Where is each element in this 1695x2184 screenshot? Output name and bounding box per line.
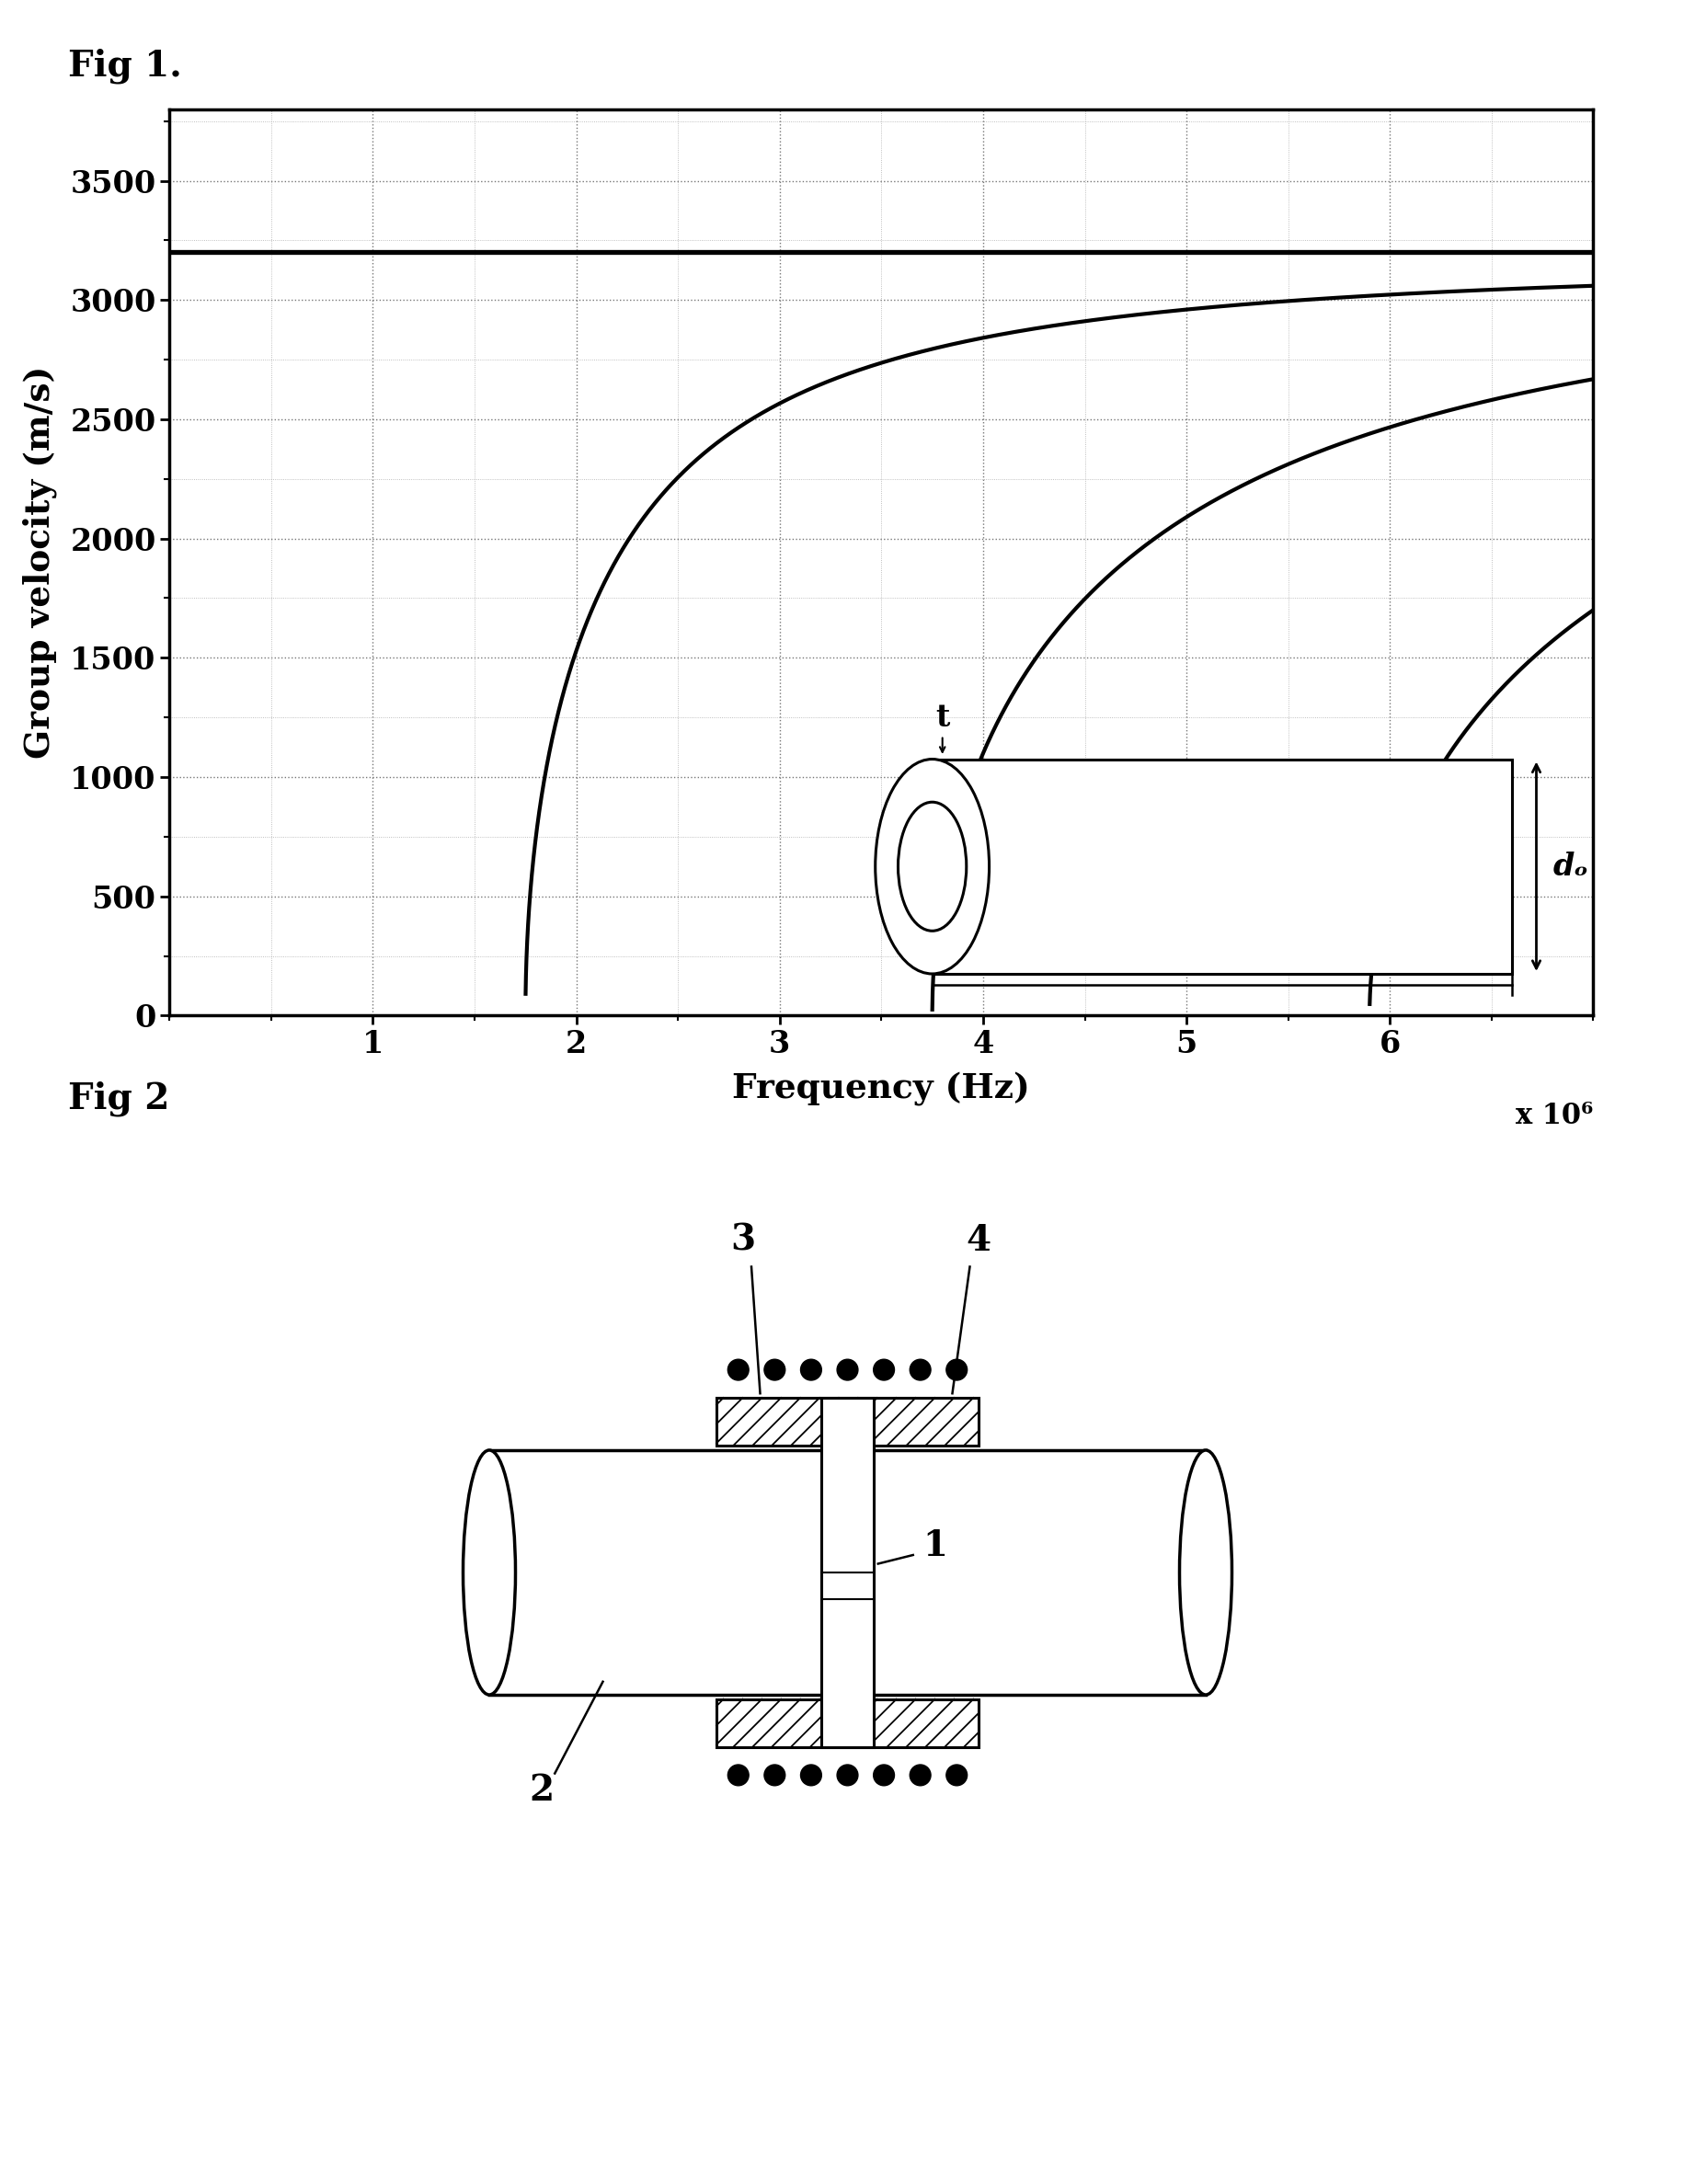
- Text: x 10⁶: x 10⁶: [1515, 1101, 1593, 1129]
- Bar: [932, 760, 1512, 974]
- Text: 4: 4: [966, 1223, 992, 1258]
- Bar: [717, 1398, 978, 1446]
- Circle shape: [727, 1358, 749, 1380]
- Ellipse shape: [875, 760, 990, 974]
- Ellipse shape: [1180, 1450, 1232, 1695]
- X-axis label: Frequency (Hz): Frequency (Hz): [732, 1072, 1031, 1105]
- Text: 2: 2: [529, 1773, 554, 1808]
- Circle shape: [764, 1358, 785, 1380]
- Text: dₒ: dₒ: [1553, 852, 1588, 882]
- Circle shape: [800, 1358, 822, 1380]
- Text: t: t: [936, 703, 949, 734]
- Circle shape: [800, 1765, 822, 1787]
- Circle shape: [910, 1765, 931, 1787]
- Circle shape: [764, 1765, 785, 1787]
- Circle shape: [837, 1358, 858, 1380]
- Y-axis label: Group velocity (m/s): Group velocity (m/s): [22, 367, 58, 758]
- Circle shape: [837, 1765, 858, 1787]
- Bar: [490, 1450, 1205, 1695]
- Text: Fig 2: Fig 2: [68, 1081, 170, 1116]
- Circle shape: [873, 1765, 895, 1787]
- Circle shape: [727, 1765, 749, 1787]
- Ellipse shape: [898, 802, 966, 930]
- Bar: [717, 1699, 978, 1747]
- Bar: [822, 1398, 873, 1747]
- Circle shape: [873, 1358, 895, 1380]
- Circle shape: [946, 1358, 968, 1380]
- Ellipse shape: [463, 1450, 515, 1695]
- Text: 1: 1: [922, 1529, 948, 1564]
- Circle shape: [946, 1765, 968, 1787]
- Text: 3: 3: [731, 1223, 756, 1258]
- Text: Fig 1.: Fig 1.: [68, 48, 181, 83]
- Circle shape: [910, 1358, 931, 1380]
